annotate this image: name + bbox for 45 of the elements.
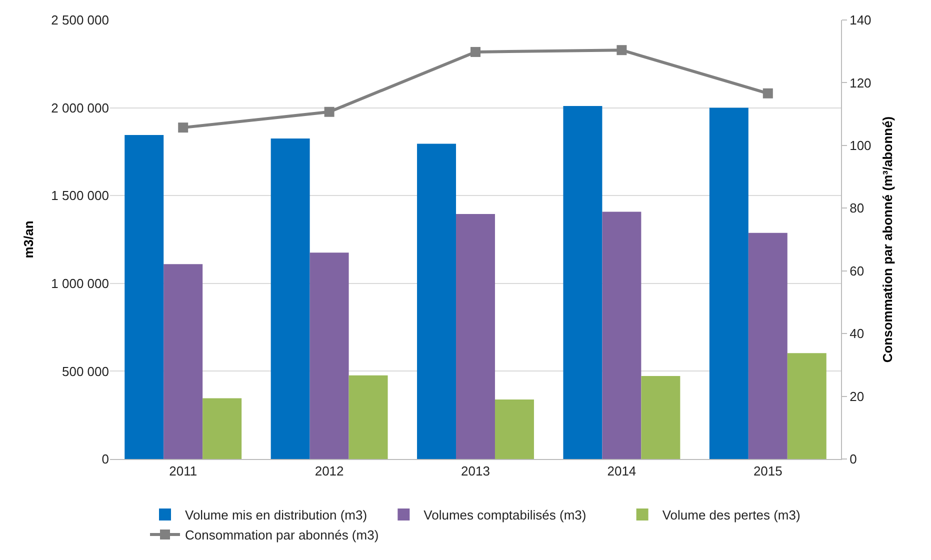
y-tick-label: 1 500 000 — [51, 188, 109, 204]
x-tick-label: 2015 — [753, 464, 782, 479]
y2-tick-label: 20 — [850, 388, 864, 404]
y2-tick-label: 0 — [850, 452, 857, 467]
bar — [456, 214, 495, 459]
bar — [417, 144, 456, 459]
y2-tick-label: 100 — [850, 138, 872, 153]
bar — [748, 232, 788, 459]
bar — [124, 135, 164, 459]
bar — [787, 353, 826, 459]
y-tick-label: 2 500 000 — [51, 12, 109, 28]
y-tick-label: 2 000 000 — [51, 100, 109, 116]
point — [762, 88, 773, 98]
legend-label: Volumes comptabilisés (m3) — [424, 508, 586, 523]
bar — [310, 252, 349, 459]
x-tick-label: 2012 — [314, 464, 344, 479]
point — [616, 45, 627, 56]
y-tick-label: 0 — [102, 452, 109, 467]
legend-label: Volume des pertes (m3) — [662, 508, 800, 523]
y2-tick-label: 80 — [850, 200, 864, 216]
y2-tick-label: 120 — [850, 75, 872, 90]
point — [470, 46, 480, 57]
legend-label: Consommation par abonnés (m3) — [185, 528, 379, 543]
bar — [641, 376, 680, 459]
point — [324, 106, 334, 117]
y2-axis-title: Consommation par abonné (m³/abonné) — [880, 116, 895, 363]
x-tick-label: 2013 — [461, 464, 490, 479]
y-tick-label: 1 000 000 — [51, 276, 109, 291]
x-tick-label: 2014 — [607, 464, 636, 479]
bar — [164, 264, 203, 459]
bar — [602, 212, 642, 459]
bar — [270, 138, 310, 459]
y2-tick-label: 60 — [850, 263, 864, 278]
legend-label: Volume mis en distribution (m3) — [185, 508, 368, 523]
y2-tick-label: 140 — [850, 12, 872, 28]
point — [178, 122, 188, 133]
bar — [202, 398, 242, 459]
bar — [563, 106, 602, 459]
bar — [494, 399, 534, 459]
bar — [709, 108, 748, 459]
x-tick-label: 2011 — [169, 464, 198, 479]
bar — [348, 375, 388, 459]
y-tick-label: 500 000 — [62, 364, 109, 379]
y-axis-title: m3/an — [21, 220, 36, 258]
y2-tick-label: 40 — [850, 326, 864, 342]
